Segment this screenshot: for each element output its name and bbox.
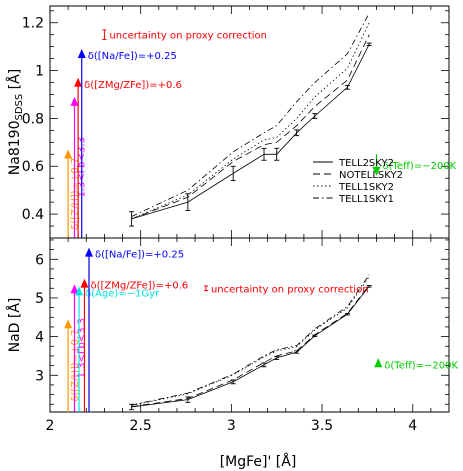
- y-tick-label: 6: [35, 252, 44, 268]
- x-tick-label: 2: [46, 418, 55, 434]
- x-tick-label: 2.5: [130, 418, 152, 434]
- y-label-unit: [Å]: [6, 69, 23, 94]
- shift-arrowhead: [70, 96, 79, 106]
- series-line-notellsky2: [131, 284, 370, 407]
- shift-label: δ([Z/H])=+0.7: [70, 330, 81, 402]
- shift-arrowhead: [75, 286, 84, 296]
- series-line-tell2sky2: [131, 44, 370, 220]
- y-tick-label: 0.8: [22, 111, 44, 127]
- series-line-tell1sky2: [131, 22, 370, 220]
- y-tick-label: 3: [35, 368, 44, 384]
- y-tick-label: 1: [35, 64, 44, 80]
- x-tick-label: 3: [227, 418, 236, 434]
- y-tick-label: 1.2: [22, 16, 44, 32]
- x-tick-label: 4: [408, 418, 417, 434]
- legend-label: TELL1SKY2: [338, 182, 394, 193]
- shift-arrowhead: [84, 247, 93, 257]
- y-label-main: Na8190: [7, 121, 23, 176]
- shift-label: δ([Na/Fe])=+0.25: [88, 51, 177, 62]
- shift-arrowhead: [70, 284, 79, 294]
- series-line-tell1sky2: [131, 276, 370, 406]
- series-line-notellsky2: [131, 34, 370, 220]
- legend-label: NOTELLSKY2: [339, 170, 403, 181]
- legend-label: TELL2SKY2: [338, 158, 394, 169]
- shift-label: 1.3<Γb<3.3: [76, 318, 87, 378]
- shift-label: δ([ZMg/ZFe])=+0.6: [90, 281, 188, 292]
- y-axis-label: Na8190SDSS [Å]: [6, 69, 25, 175]
- y-tick-label: 4: [35, 330, 44, 346]
- series-line-tell1sky1: [131, 13, 370, 217]
- y-label-unit: [Å]: [6, 298, 23, 323]
- shift-arrowhead: [64, 319, 73, 329]
- shift-arrowhead: [80, 278, 89, 288]
- y-label-main: NaD: [7, 323, 23, 353]
- y-label-sub: SDSS: [14, 94, 25, 121]
- y-tick-label: 0.4: [22, 207, 44, 223]
- shift-arrowhead: [77, 49, 86, 59]
- legend-label: TELL1SKY1: [338, 194, 394, 205]
- y-tick-label: 0.6: [22, 159, 44, 175]
- series-line-tell2sky2: [131, 286, 370, 408]
- shift-label: δ(Age)=−1Gyr: [85, 288, 160, 299]
- shift-label: δ([ZMg/ZFe])=+0.6: [84, 80, 182, 91]
- shift-arrowhead: [374, 358, 383, 368]
- uncertainty-label: uncertainty on proxy correction: [109, 31, 267, 42]
- shift-label: δ(Teff)=−200K: [384, 360, 458, 371]
- uncertainty-label: uncertainty on proxy correction: [211, 284, 369, 295]
- shift-label: δ([Z/H])=+0.7: [70, 158, 81, 230]
- shift-label: δ(Teff)=−200K: [382, 161, 456, 172]
- panel-nad: 2 2.5 3 3.5 4 3 4 5 6 NaD [Å] uncertainty on proxy…: [6, 237, 458, 434]
- y-axis-label: NaD [Å]: [6, 298, 23, 353]
- y-tick-label: 5: [35, 291, 44, 307]
- shift-label: δ([Na/Fe])=+0.25: [95, 250, 184, 261]
- plot-frame: [49, 237, 450, 413]
- shift-arrowhead: [74, 77, 83, 87]
- x-tick-label: 3.5: [311, 418, 333, 434]
- panel-na8190: 0.4 0.6 0.8 1 1.2 Na8190SDSS [Å] uncertainty o…: [6, 5, 457, 239]
- x-axis-label: [MgFe]' [Å]: [220, 453, 297, 470]
- shift-arrowhead: [64, 149, 73, 159]
- shift-arrowhead: [372, 166, 381, 176]
